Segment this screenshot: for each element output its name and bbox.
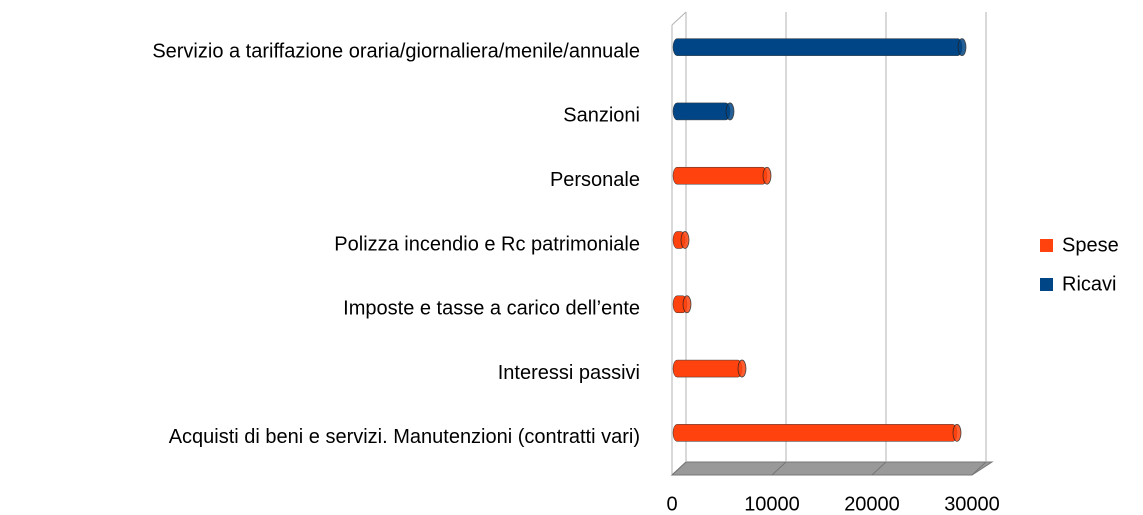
y-tick-label: Polizza incendio e Rc patrimoniale <box>334 233 640 255</box>
x-tick-label: 30000 <box>944 493 1000 515</box>
bar-cap <box>737 359 747 378</box>
legend-swatch <box>1040 278 1053 291</box>
bar-cap <box>680 231 690 249</box>
bar <box>672 102 731 121</box>
y-tick-label: Sanzioni <box>563 105 640 127</box>
x-tick <box>671 461 687 476</box>
x-tick-label: 10000 <box>744 493 800 515</box>
x-tick-label: 0 <box>666 493 677 515</box>
legend-swatch <box>1040 239 1053 252</box>
x-tick <box>771 461 787 476</box>
y-tick-label: Interessi passivi <box>498 362 640 384</box>
x-tick <box>871 461 887 476</box>
y-tick-label: Imposte e tasse a carico dell’ente <box>343 298 640 320</box>
x-tick <box>971 461 987 476</box>
left-wall-top <box>671 11 687 26</box>
bar-cap <box>725 102 735 121</box>
x-tick-label: 20000 <box>844 493 900 515</box>
legend-label: Spese <box>1062 234 1119 256</box>
bar-cap <box>682 295 692 314</box>
bar <box>672 166 768 185</box>
bar <box>672 38 963 56</box>
bar <box>672 359 743 378</box>
bar <box>672 424 958 442</box>
bar-cap <box>957 38 967 57</box>
legend-label: Ricavi <box>1062 273 1116 295</box>
y-tick-label: Servizio a tariffazione oraria/giornalie… <box>152 40 640 62</box>
bar-cap <box>762 166 772 185</box>
y-tick-label: Personale <box>550 169 640 191</box>
y-tick-label: Acquisti di beni e servizi. Manutenzioni… <box>169 426 640 448</box>
floor <box>670 461 994 476</box>
bar-cap <box>952 423 962 442</box>
